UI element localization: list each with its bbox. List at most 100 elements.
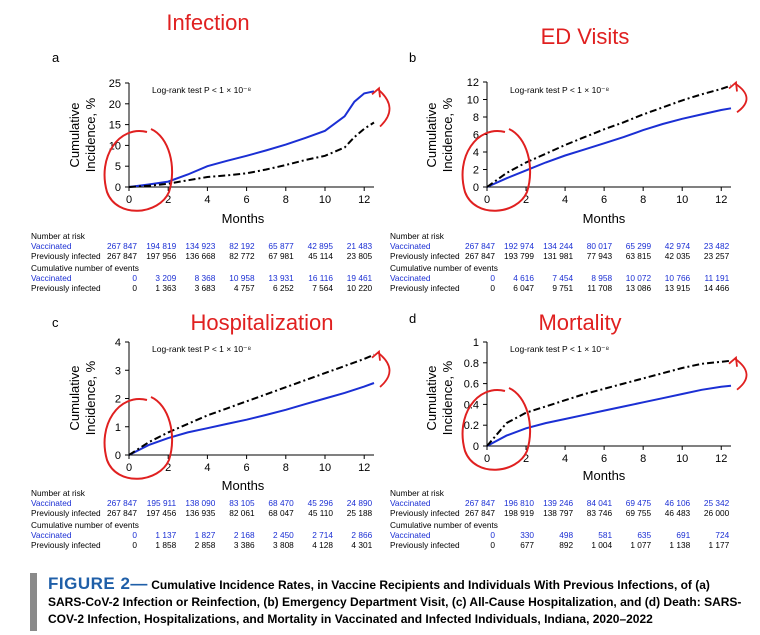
risk-cell-vaccinated: 23 482 [704,241,730,251]
y-tick-label: 4 [473,147,479,159]
y-axis-label-line1: Cumulative [67,102,82,167]
events-cell-vaccinated: 330 [520,530,534,540]
risk-cell-previously-infected: 131 981 [543,251,573,261]
x-tick-label: 4 [562,194,568,206]
events-cell-vaccinated: 8 958 [591,273,612,283]
x-tick-label: 2 [165,194,171,206]
events-cell-vaccinated: 10 958 [229,273,255,283]
x-tick-label: 2 [523,453,529,465]
events-cell-vaccinated: 0 [490,530,495,540]
risk-cell-previously-infected: 267 847 [465,508,495,518]
risk-cell-previously-infected: 23 805 [347,251,373,261]
y-axis-label-line1: Cumulative [424,102,439,167]
x-tick-label: 12 [715,194,727,206]
risk-cell-vaccinated: 267 847 [107,498,137,508]
caption-text-block: FIGURE 2— Cumulative Incidence Rates, in… [48,575,748,628]
risk-table-heading: Number at risk [31,488,86,498]
y-axis-label-line2: Incidence, % [440,360,455,435]
risk-row-label-previously-infected: Previously infected [390,251,460,261]
annotation-circle [103,396,174,480]
events-cell-previously-infected: 0 [490,283,495,293]
risk-cell-vaccinated: 134 923 [185,241,215,251]
y-tick-label: 2 [115,394,121,406]
events-cell-vaccinated: 1 137 [155,530,176,540]
risk-cell-vaccinated: 68 470 [268,498,294,508]
risk-cell-vaccinated: 46 106 [665,498,691,508]
series-line-vaccinated [128,382,375,456]
x-tick-label: 4 [204,194,210,206]
events-cell-previously-infected: 0 [132,283,137,293]
annotation-arrowhead [728,355,738,367]
events-cell-previously-infected: 0 [490,540,495,550]
y-tick-label: 12 [467,77,479,89]
events-cell-previously-infected: 7 564 [312,283,333,293]
risk-table-heading: Number at risk [390,231,445,241]
risk-cell-previously-infected: 197 456 [146,508,176,518]
x-axis-label: Months [222,211,265,226]
events-cell-previously-infected: 677 [520,540,534,550]
events-cell-vaccinated: 724 [715,530,729,540]
risk-cell-previously-infected: 45 110 [308,508,333,518]
x-tick-label: 6 [601,194,607,206]
events-cell-previously-infected: 6 252 [273,283,294,293]
y-axis-label: Cumulative Incidence, % [67,360,98,435]
risk-cell-previously-infected: 68 047 [268,508,294,518]
figure-caption: FIGURE 2— Cumulative Incidence Rates, in… [0,567,760,635]
risk-cell-previously-infected: 198 919 [504,508,534,518]
risk-cell-vaccinated: 80 017 [587,241,613,251]
risk-cell-vaccinated: 195 911 [147,498,177,508]
y-tick-label: 5 [115,161,121,173]
x-tick-label: 8 [640,453,646,465]
panel-letter: d [409,311,416,326]
events-cell-vaccinated: 19 461 [347,273,373,283]
caption-accent-bar [30,573,37,631]
y-tick-label: 0.2 [464,420,479,432]
x-axis-label: Months [583,468,626,483]
events-cell-previously-infected: 4 128 [312,540,333,550]
y-tick-label: 25 [109,78,121,90]
risk-cell-previously-infected: 267 847 [465,251,495,261]
events-cell-previously-infected: 1 177 [708,540,729,550]
events-table-heading: Cumulative number of events [390,263,498,273]
risk-cell-previously-infected: 42 035 [665,251,691,261]
risk-row-label-vaccinated: Vaccinated [390,498,431,508]
events-row-label-vaccinated: Vaccinated [390,273,431,283]
y-axis-label-line2: Incidence, % [440,97,455,172]
risk-cell-previously-infected: 26 000 [704,508,730,518]
x-tick-label: 12 [358,462,370,474]
events-cell-previously-infected: 892 [559,540,573,550]
events-cell-previously-infected: 3 808 [273,540,294,550]
risk-cell-vaccinated: 139 246 [543,498,573,508]
events-cell-previously-infected: 14 466 [704,283,730,293]
annotation-title: Mortality [538,310,621,335]
events-cell-previously-infected: 4 757 [234,283,255,293]
events-table-heading: Cumulative number of events [31,520,139,530]
y-tick-label: 15 [109,120,121,132]
annotation-arrow [734,357,748,391]
events-cell-vaccinated: 581 [598,530,612,540]
events-cell-previously-infected: 13 086 [626,283,652,293]
risk-cell-previously-infected: 69 755 [626,508,652,518]
risk-cell-vaccinated: 42 974 [665,241,691,251]
risk-cell-previously-infected: 83 746 [587,508,613,518]
events-table-heading: Cumulative number of events [31,263,139,273]
y-tick-label: 0.8 [464,358,479,370]
events-cell-previously-infected: 6 047 [513,283,534,293]
x-tick-label: 2 [523,194,529,206]
risk-cell-previously-infected: 82 061 [229,508,255,518]
x-tick-label: 2 [165,462,171,474]
risk-row-label-previously-infected: Previously infected [31,251,101,261]
log-rank-label: Log-rank test P < 1 × 10⁻⁸ [510,85,610,95]
risk-cell-previously-infected: 23 257 [704,251,730,261]
y-axis-label-line1: Cumulative [424,365,439,430]
risk-cell-vaccinated: 24 890 [347,498,373,508]
events-cell-vaccinated: 10 072 [626,273,652,283]
events-cell-previously-infected: 0 [132,540,137,550]
annotation-circle [461,128,532,212]
risk-cell-previously-infected: 193 799 [504,251,534,261]
events-cell-vaccinated: 2 714 [312,530,333,540]
annotation-arrowhead [371,349,381,361]
y-axis-label-line1: Cumulative [67,365,82,430]
